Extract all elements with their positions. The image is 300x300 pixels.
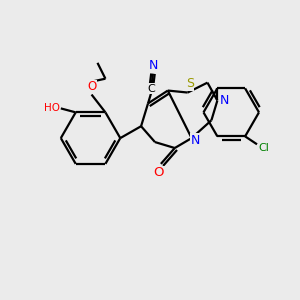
Text: N: N [191, 134, 200, 147]
Text: N: N [220, 94, 229, 107]
Text: HO: HO [44, 103, 60, 113]
Text: C: C [147, 84, 155, 94]
Text: O: O [154, 166, 164, 179]
Text: N: N [148, 59, 158, 72]
Text: S: S [186, 77, 194, 90]
Text: Cl: Cl [259, 143, 269, 153]
Text: O: O [87, 80, 96, 93]
